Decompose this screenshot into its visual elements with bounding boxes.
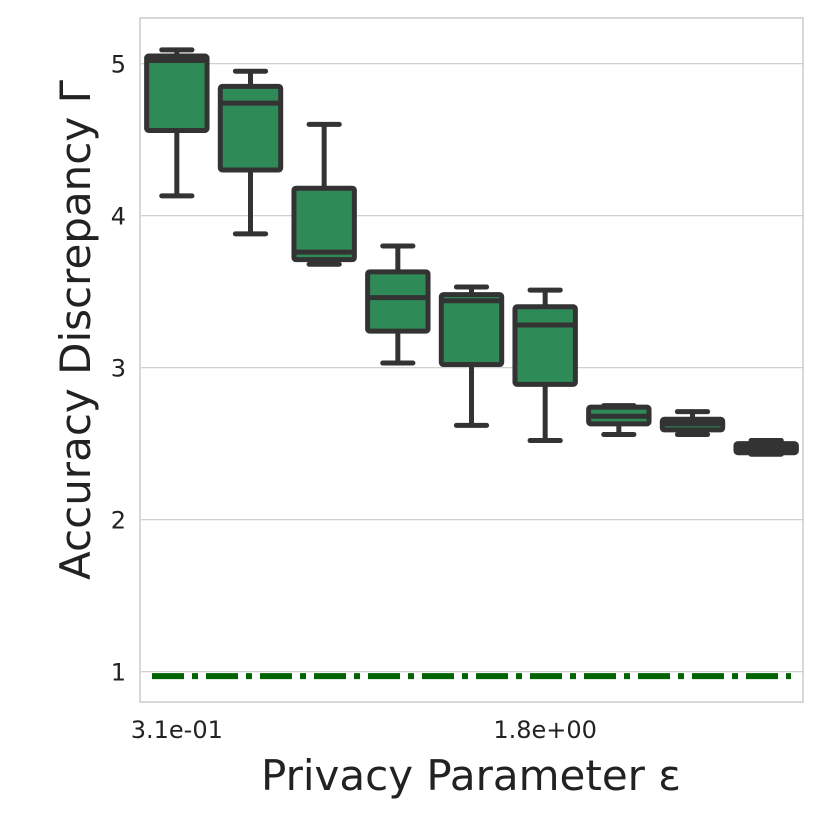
box-5 xyxy=(438,284,505,428)
x-tick-label: 1.8e+00 xyxy=(493,716,597,744)
box-3 xyxy=(291,121,357,267)
box-9 xyxy=(733,438,799,457)
box-iqr xyxy=(512,304,578,387)
box-1 xyxy=(144,47,210,199)
box-iqr xyxy=(144,53,210,133)
box-2 xyxy=(217,68,284,237)
x-tick-labels: 3.1e-01 1.8e+00 xyxy=(131,716,597,744)
y-tick-label: 4 xyxy=(111,203,126,231)
box-6 xyxy=(512,287,578,444)
y-tick-label: 3 xyxy=(111,355,126,383)
box-7 xyxy=(586,403,652,437)
box-iqr xyxy=(365,269,431,334)
x-tick-label: 3.1e-01 xyxy=(131,716,223,744)
y-axis-label: Accuracy Discrepancy Γ xyxy=(51,79,100,580)
grid-lines xyxy=(140,62,803,673)
box-iqr xyxy=(217,83,284,173)
box-8 xyxy=(659,409,726,437)
y-tick-label: 2 xyxy=(111,507,126,535)
box-iqr xyxy=(291,185,357,263)
y-tick-labels: 1 2 3 4 5 xyxy=(111,51,126,687)
y-tick-label: 5 xyxy=(111,51,126,79)
box-iqr xyxy=(438,292,505,368)
box-series xyxy=(144,47,799,457)
x-axis-label: Privacy Parameter ε xyxy=(261,751,681,800)
y-tick-label: 1 xyxy=(111,659,126,687)
box-4 xyxy=(365,243,431,366)
